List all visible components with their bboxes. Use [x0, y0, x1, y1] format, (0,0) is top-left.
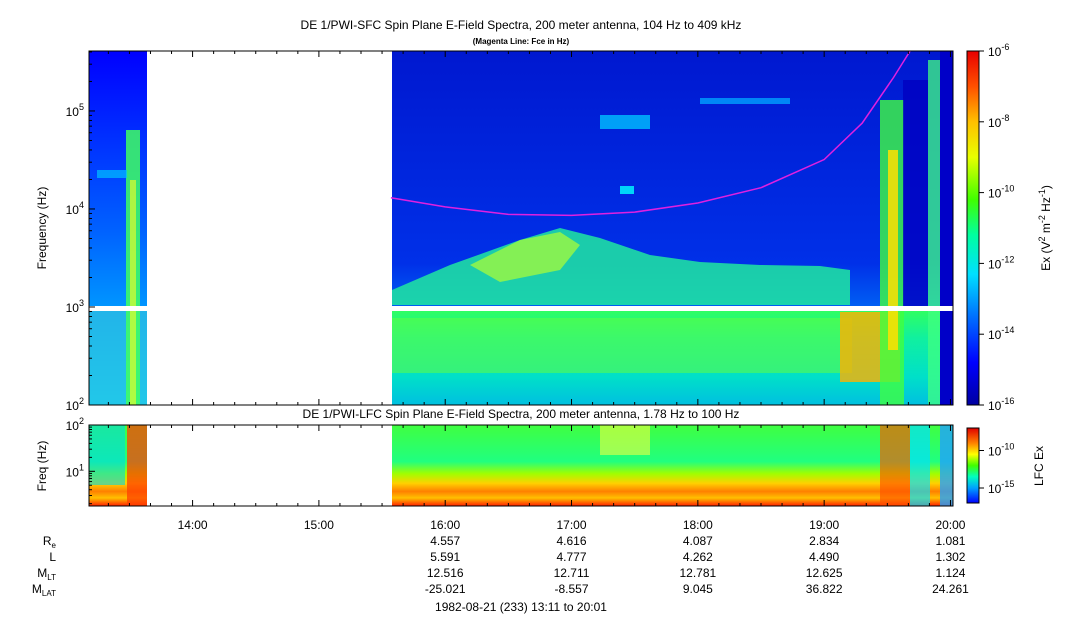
bottom-data-gap [147, 425, 392, 506]
top-colorbar-tick-label: 10-12 [988, 254, 1014, 271]
top-colorbar-tick-label: 10-8 [988, 113, 1009, 130]
ephemeris-value: 4.777 [557, 550, 587, 564]
top-panel-title: DE 1/PWI-SFC Spin Plane E-Field Spectra,… [301, 18, 742, 32]
bottom-panel-title: DE 1/PWI-LFC Spin Plane E-Field Spectra,… [303, 407, 740, 421]
ephemeris-value: 4.557 [430, 534, 460, 548]
time-tick-label: 15:00 [304, 518, 334, 532]
bottom-colorbar-tick-label: 10-15 [988, 479, 1014, 496]
bottom-y-tick-label: 102 [66, 416, 84, 433]
top-y-tick-label: 104 [66, 200, 84, 217]
ephemeris-row-label: MLT [37, 566, 56, 582]
top-y-axis-label: Frequency (Hz) [35, 187, 49, 270]
time-tick-label: 16:00 [430, 518, 460, 532]
top-panel-frame [88, 50, 954, 406]
ephemeris-value: 36.822 [806, 582, 843, 596]
ephemeris-value: 2.834 [809, 534, 839, 548]
ephemeris-value: 4.087 [683, 534, 713, 548]
top-colorbar-tick-label: 10-6 [988, 42, 1009, 59]
bottom-colorbar-tick-label: 10-10 [988, 442, 1014, 459]
time-tick-label: 18:00 [683, 518, 713, 532]
time-tick-label: 14:00 [178, 518, 208, 532]
top-data-gap [147, 51, 392, 405]
ephemeris-value: 5.591 [430, 550, 460, 564]
top-spectrogram-image [89, 51, 953, 405]
top-colorbar-tick-label: 10-14 [988, 325, 1014, 342]
bottom-spectrogram-image [89, 425, 953, 506]
time-tick-label: 17:00 [557, 518, 587, 532]
top-colorbar-label: Ex (V2 m-2 Hz-1) [1037, 185, 1053, 271]
ephemeris-value: 4.616 [557, 534, 587, 548]
ephemeris-value: 4.262 [683, 550, 713, 564]
top-panel-subtitle: (Magenta Line: Fce in Hz) [473, 37, 570, 46]
top-colorbar [966, 50, 980, 406]
ephemeris-row-label: L [49, 550, 56, 564]
ephemeris-value: 4.490 [809, 550, 839, 564]
ephemeris-value: 12.625 [806, 566, 843, 580]
bottom-panel-frame [88, 424, 954, 507]
bottom-colorbar [966, 427, 980, 504]
bottom-colorbar-label: LFC Ex [1032, 446, 1046, 486]
top-y-tick-label: 102 [66, 396, 84, 413]
top-colorbar-tick-label: 10-16 [988, 396, 1014, 413]
ephemeris-value: -25.021 [425, 582, 466, 596]
top-colorbar-tick-label: 10-10 [988, 184, 1014, 201]
ephemeris-value: 24.261 [932, 582, 969, 596]
top-colorbar-ticks: 10-6 10-8 10-10 10-12 10-14 10-16 [979, 42, 1014, 413]
ephemeris-value: 12.711 [554, 566, 590, 580]
ephemeris-value: 9.045 [683, 582, 713, 596]
ephemeris-value: 12.781 [679, 566, 716, 580]
ephemeris-row-label: MLAT [32, 582, 56, 598]
bottom-colorbar-ticks: 10-10 10-15 [979, 442, 1014, 496]
bottom-y-axis: 101 102 [66, 416, 95, 505]
ephemeris-value: 1.302 [935, 550, 965, 564]
ephemeris-value: 1.081 [935, 534, 965, 548]
top-y-axis: 102 103 104 105 [66, 51, 95, 413]
top-y-tick-label: 105 [66, 102, 84, 119]
bottom-y-axis-label: Freq (Hz) [35, 441, 49, 492]
ephemeris-value: 1.124 [935, 566, 965, 580]
top-y-tick-label: 103 [66, 298, 84, 315]
time-tick-label: 19:00 [809, 518, 839, 532]
ephemeris-table: Re 4.557 4.616 4.087 2.834 1.081 L 5.591 4.777 4.… [32, 534, 969, 598]
ephemeris-value: -8.557 [555, 582, 589, 596]
fce-line [390, 51, 911, 217]
time-axis: 14:00 15:00 16:00 17:00 18:00 19:00 20:00 [107, 51, 966, 532]
time-tick-label: 20:00 [935, 518, 965, 532]
ephemeris-row-label: Re [43, 534, 57, 550]
ephemeris-value: 12.516 [427, 566, 464, 580]
time-range-footer: 1982-08-21 (233) 13:11 to 20:01 [435, 600, 607, 614]
bottom-y-tick-label: 101 [66, 462, 84, 479]
